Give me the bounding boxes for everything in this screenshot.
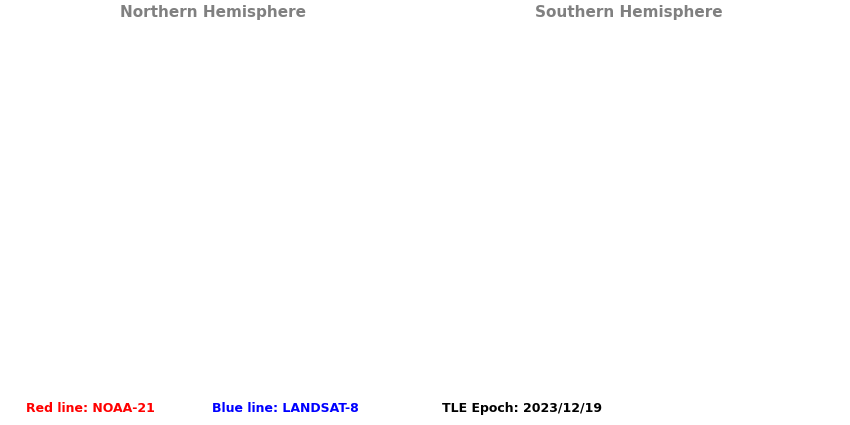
Text: TLE Epoch: 2023/12/19: TLE Epoch: 2023/12/19 bbox=[442, 402, 602, 415]
Text: Red line: NOAA-21: Red line: NOAA-21 bbox=[26, 402, 155, 415]
Title: Northern Hemisphere: Northern Hemisphere bbox=[120, 5, 305, 20]
Text: Blue line: LANDSAT-8: Blue line: LANDSAT-8 bbox=[212, 402, 360, 415]
Title: Southern Hemisphere: Southern Hemisphere bbox=[536, 5, 722, 20]
